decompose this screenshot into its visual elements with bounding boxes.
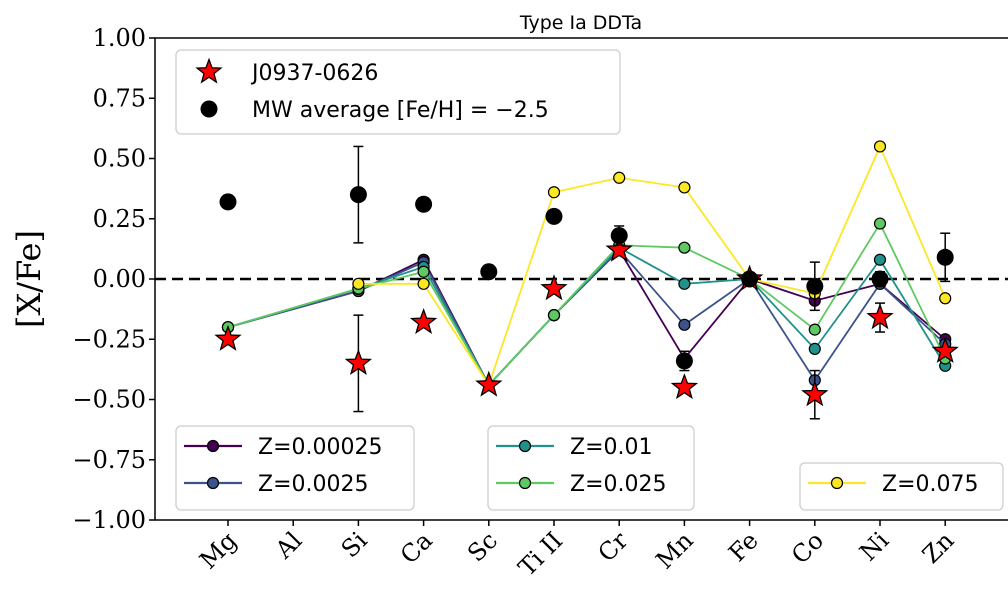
observation-0 [214,235,959,420]
legend-circle-marker [200,100,218,118]
legend-point-swatch [206,476,220,490]
series-point-3-Ni [873,217,887,230]
y-tick-label: 0.25 [93,205,146,233]
x-tick-label: Ca [395,526,438,569]
legend-label: Z=0.075 [882,472,979,497]
y-tick-label: −0.75 [72,446,146,474]
y-tick-label: 0.00 [93,265,146,293]
series-point-2-Ni [873,253,887,266]
star-point-Si [344,348,373,375]
star-point-Co [801,380,829,407]
series-Z=0.025 [221,217,952,392]
star-point-Cr [605,235,633,262]
x-tick-label: Zn [917,526,960,569]
y-tick-label: −0.25 [72,325,146,353]
y-tick-label: 1.00 [93,24,146,52]
legend-point-swatch [518,439,532,453]
series-Z=0.075 [352,140,952,392]
circle-point-Ni [871,270,889,288]
series-layer [221,140,952,392]
x-tick-label: Fe [723,526,764,567]
x-tick-label: Cr [593,526,634,567]
star-point-Sc [475,370,503,397]
circle-point-Mn [675,352,693,370]
series-line-3 [227,221,947,387]
star-point-Ni [866,303,894,330]
series-point-1-Mn [678,318,691,331]
y-axis-label: [X/Fe] [10,230,48,328]
y-axis: 1.00 0.75 0.50 0.25 0.00 −0.25 −0.50 −0.75 −1.00 [72,24,155,534]
legend-star-marker [195,57,223,84]
series-point-4-Mn [678,181,691,194]
series-point-2-Co [808,342,821,355]
x-tick-label: Mn [651,526,699,574]
series-point-4-Cr [613,171,626,184]
y-tick-label: 0.50 [93,145,146,173]
circle-point-Sc [480,263,498,281]
legend-point-swatch [830,476,844,490]
legend-observations [175,49,621,135]
legend-label: Z=0.01 [570,435,653,460]
circle-point-Mg [219,193,237,211]
series-line-2 [227,246,946,387]
series-point-2-Mn [678,277,691,290]
series-point-3-Ti II [547,309,561,322]
observations-layer [214,145,959,420]
legend-label: Z=0.025 [570,472,667,497]
series-Z=0.00025 [221,243,952,392]
legend-label: Z=0.00025 [258,435,382,460]
legend-high-metallicity [799,462,1004,511]
circle-point-Si [349,186,367,204]
series-line-4 [358,144,947,388]
circle-point-Cr [610,227,628,245]
y-tick-label: −0.50 [72,386,146,414]
series-point-4-Zn [939,292,952,305]
series-point-4-Ca [417,277,430,290]
star-point-Zn [931,336,959,363]
series-point-3-Ca [417,265,430,278]
legend-point-swatch [206,439,220,453]
star-point-Mn [670,373,699,400]
legends: J0937-0626 MW average [Fe/H] = −2.5 Z=0.00… [175,49,1004,511]
circle-point-Zn [936,248,954,266]
star-point-Ca [409,308,438,335]
legend-label: J0937-0626 [250,61,378,86]
series-Z=0.0025 [221,243,952,392]
circle-point-Ti II [545,207,563,225]
series-Z=0.01 [221,241,952,392]
y-tick-label: −1.00 [72,506,146,534]
series-point-4-Ni [873,140,887,153]
star-point-Mg [214,324,242,351]
x-tick-label: Si [336,526,373,563]
x-axis: Mg Al Si Ca Sc Ti II Cr Mn Fe Co Ni Zn [194,520,959,582]
circle-point-Ca [415,195,433,213]
circle-point-Fe [741,270,759,288]
x-tick-label: Al [269,526,307,564]
y-tick-label: 0.75 [93,84,146,112]
star-point-Ti II [540,274,568,301]
legend-point-swatch [518,476,532,490]
legend-label: MW average [Fe/H] = −2.5 [252,98,549,123]
observation-1 [219,145,954,372]
circle-point-Co [806,277,824,295]
series-point-4-Si [352,277,365,290]
x-tick-label: Ni [854,526,894,566]
x-tick-label: Sc [462,526,503,567]
legend-label: Z=0.0025 [258,472,368,497]
series-point-4-Ti II [547,186,561,199]
x-tick-label: Ti II [513,526,568,581]
x-tick-label: Co [786,526,829,569]
chart-title: Type Ia DDTa [519,12,642,34]
series-point-3-Co [808,323,821,336]
series-point-3-Mn [678,241,691,254]
x-tick-label: Mg [194,526,242,574]
